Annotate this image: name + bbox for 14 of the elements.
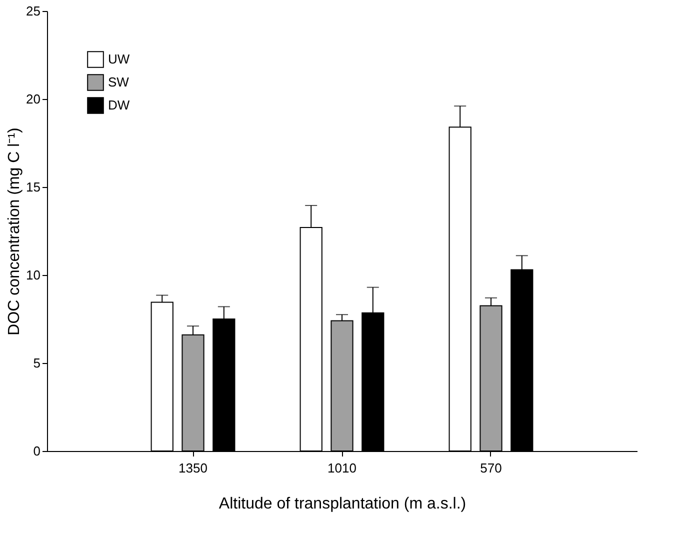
y-tick-label: 5 <box>33 356 40 370</box>
y-tick-label: 20 <box>26 92 40 106</box>
x-tick-label: 1350 <box>178 460 208 476</box>
y-tick-label: 10 <box>26 268 40 282</box>
y-tick-label: 15 <box>26 180 40 194</box>
x-tick-label: 1010 <box>328 460 356 476</box>
y-tick-label: 25 <box>26 4 40 18</box>
y-axis-title: DOC concentration (mg C l⁻¹) <box>6 128 24 336</box>
legend-label: UW <box>108 52 130 66</box>
legend-label: SW <box>108 74 130 90</box>
legend-label: DW <box>108 98 130 112</box>
y-tick-label: 0 <box>33 444 40 458</box>
x-tick-label: 570 <box>480 460 502 476</box>
x-axis-title: Altitude of transplantation (m a.s.l.) <box>218 496 466 512</box>
